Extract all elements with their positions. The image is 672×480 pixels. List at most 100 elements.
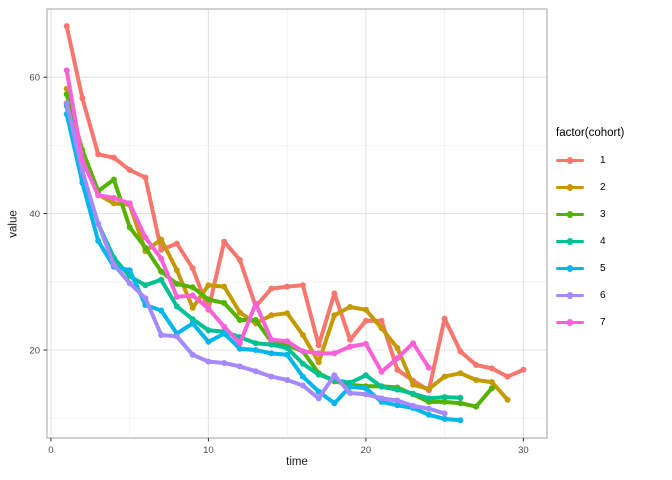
series-point [268, 336, 275, 343]
series-point [315, 395, 322, 402]
series-point [331, 312, 338, 319]
series-point [362, 385, 369, 392]
series-point [315, 371, 322, 378]
series-point [299, 382, 306, 389]
y-tick-labels: 20 40 60 [29, 73, 40, 357]
series-point [299, 282, 306, 289]
series-point [173, 267, 180, 274]
series-point [126, 267, 133, 274]
series-point [205, 327, 212, 334]
legend-key-line-icon [556, 309, 584, 336]
series-point [142, 295, 149, 302]
series-point [189, 265, 196, 272]
series-point [126, 224, 133, 231]
series-point [394, 397, 401, 404]
series-point [205, 305, 212, 312]
x-tick-label: 20 [361, 445, 372, 456]
series-point [252, 317, 259, 323]
series-point [268, 285, 275, 292]
legend-key-dot [566, 157, 574, 164]
series-point [504, 396, 511, 403]
legend-key-dot [566, 184, 574, 191]
series-point [189, 320, 196, 327]
legend-key-dot [566, 265, 574, 272]
series-point [142, 282, 149, 289]
series-point [410, 402, 417, 409]
series-line [64, 70, 431, 374]
series-point [110, 154, 117, 161]
series-point [110, 194, 117, 201]
series-point [142, 174, 149, 181]
series-point [142, 234, 149, 241]
series-point [473, 362, 480, 368]
series-point [173, 293, 180, 300]
legend-label: 4 [600, 236, 606, 247]
series-point [142, 244, 149, 251]
series-point [284, 351, 291, 358]
series-point [284, 310, 291, 317]
y-axis-title: value [7, 210, 20, 238]
series-point [299, 348, 306, 355]
series-point [63, 91, 70, 98]
series-point [221, 330, 228, 337]
legend-key-dot [566, 292, 574, 299]
series-point [79, 95, 86, 102]
series-point [158, 255, 165, 262]
series-point [221, 360, 228, 366]
series-point [331, 350, 338, 357]
series-cohort-6 [63, 100, 448, 417]
series-point [315, 342, 322, 349]
series-point [189, 284, 196, 291]
series-point [331, 372, 338, 379]
series-point [126, 167, 133, 173]
series-cohort-7 [63, 67, 432, 375]
legend-key-line-icon [556, 174, 584, 201]
series-point [63, 100, 70, 107]
legend: factor(cohort) 1 2 3 4 5 6 7 [556, 127, 668, 336]
series-point [63, 23, 70, 30]
series-point [425, 385, 432, 392]
series-point [110, 261, 117, 268]
series-point [95, 192, 102, 199]
series-point [299, 360, 306, 367]
series-point [268, 312, 275, 319]
series-cohort-2 [63, 85, 511, 403]
series-point [299, 332, 306, 338]
series-point [205, 338, 212, 345]
series-point [520, 366, 527, 373]
x-tick-labels: 0 10 20 30 [48, 445, 528, 456]
legend-title: factor(cohort) [556, 127, 625, 139]
x-axis-title: time [286, 456, 308, 468]
series-point [347, 343, 354, 350]
axis-tick-marks [43, 76, 524, 442]
series-point [315, 359, 322, 366]
series-point [425, 364, 432, 371]
series-point [252, 300, 259, 307]
legend-label: 5 [600, 263, 606, 274]
legend-item-cohort-3: 3 [556, 201, 668, 228]
series-line [64, 93, 494, 409]
series-point [425, 411, 432, 418]
legend-item-cohort-7: 7 [556, 309, 668, 336]
legend-key-line-icon [556, 201, 584, 228]
y-tick-label: 20 [29, 345, 40, 356]
legend-key-dot [566, 238, 574, 245]
series-point [410, 381, 417, 388]
legend-key-line-icon [556, 282, 584, 309]
series-point [189, 351, 196, 358]
series-point [79, 168, 86, 175]
series-point [221, 323, 228, 330]
x-tick-label: 10 [203, 445, 214, 456]
series-point [189, 304, 196, 311]
series-point [441, 394, 448, 401]
series-point [457, 400, 464, 407]
series-point [63, 67, 70, 74]
series-point [457, 348, 464, 355]
series-point [299, 373, 306, 380]
series-point [394, 402, 401, 409]
legend-key-line-icon [556, 255, 584, 282]
series-point [284, 283, 291, 290]
series-point [126, 200, 133, 207]
series-point [378, 383, 385, 390]
